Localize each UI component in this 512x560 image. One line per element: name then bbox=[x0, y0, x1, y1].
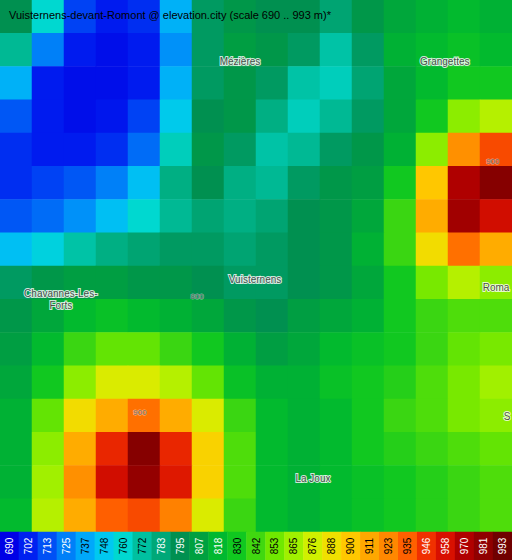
svg-text:La Joux: La Joux bbox=[295, 473, 330, 484]
svg-text:900: 900 bbox=[345, 537, 356, 554]
svg-text:807: 807 bbox=[194, 537, 205, 554]
svg-text:818: 818 bbox=[213, 537, 224, 554]
svg-text:923: 923 bbox=[383, 537, 394, 554]
svg-text:Roma: Roma bbox=[483, 282, 510, 293]
svg-text:748: 748 bbox=[99, 537, 110, 554]
svg-text:725: 725 bbox=[61, 537, 72, 554]
svg-text:900: 900 bbox=[133, 408, 147, 417]
svg-text:Forts: Forts bbox=[49, 300, 72, 311]
svg-text:830: 830 bbox=[232, 537, 243, 554]
svg-text:Mézières: Mézières bbox=[220, 56, 261, 67]
svg-text:Chavannes-Les-: Chavannes-Les- bbox=[24, 288, 97, 299]
svg-text:946: 946 bbox=[421, 537, 432, 554]
svg-text:690: 690 bbox=[4, 537, 15, 554]
svg-text:876: 876 bbox=[307, 537, 318, 554]
svg-text:800: 800 bbox=[190, 292, 204, 301]
svg-text:935: 935 bbox=[402, 537, 413, 554]
svg-text:702: 702 bbox=[23, 537, 34, 554]
svg-text:760: 760 bbox=[118, 537, 129, 554]
svg-text:737: 737 bbox=[80, 537, 91, 554]
svg-text:888: 888 bbox=[326, 537, 337, 554]
svg-text:795: 795 bbox=[175, 537, 186, 554]
svg-text:853: 853 bbox=[269, 537, 280, 554]
svg-text:783: 783 bbox=[156, 537, 167, 554]
svg-text:Vuisternens-devant-Romont @ el: Vuisternens-devant-Romont @ elevation.ci… bbox=[9, 9, 332, 21]
svg-text:900: 900 bbox=[486, 157, 500, 166]
svg-text:772: 772 bbox=[137, 537, 148, 554]
svg-text:842: 842 bbox=[251, 537, 262, 554]
svg-text:981: 981 bbox=[478, 537, 489, 554]
svg-text:713: 713 bbox=[42, 537, 53, 554]
svg-text:Grangettes: Grangettes bbox=[420, 56, 469, 67]
svg-text:958: 958 bbox=[440, 537, 451, 554]
svg-text:Vuisternens: Vuisternens bbox=[229, 274, 281, 285]
svg-text:993: 993 bbox=[497, 537, 508, 554]
svg-text:S: S bbox=[504, 411, 511, 422]
svg-text:911: 911 bbox=[364, 538, 375, 554]
svg-text:970: 970 bbox=[459, 537, 470, 554]
svg-text:865: 865 bbox=[288, 537, 299, 554]
